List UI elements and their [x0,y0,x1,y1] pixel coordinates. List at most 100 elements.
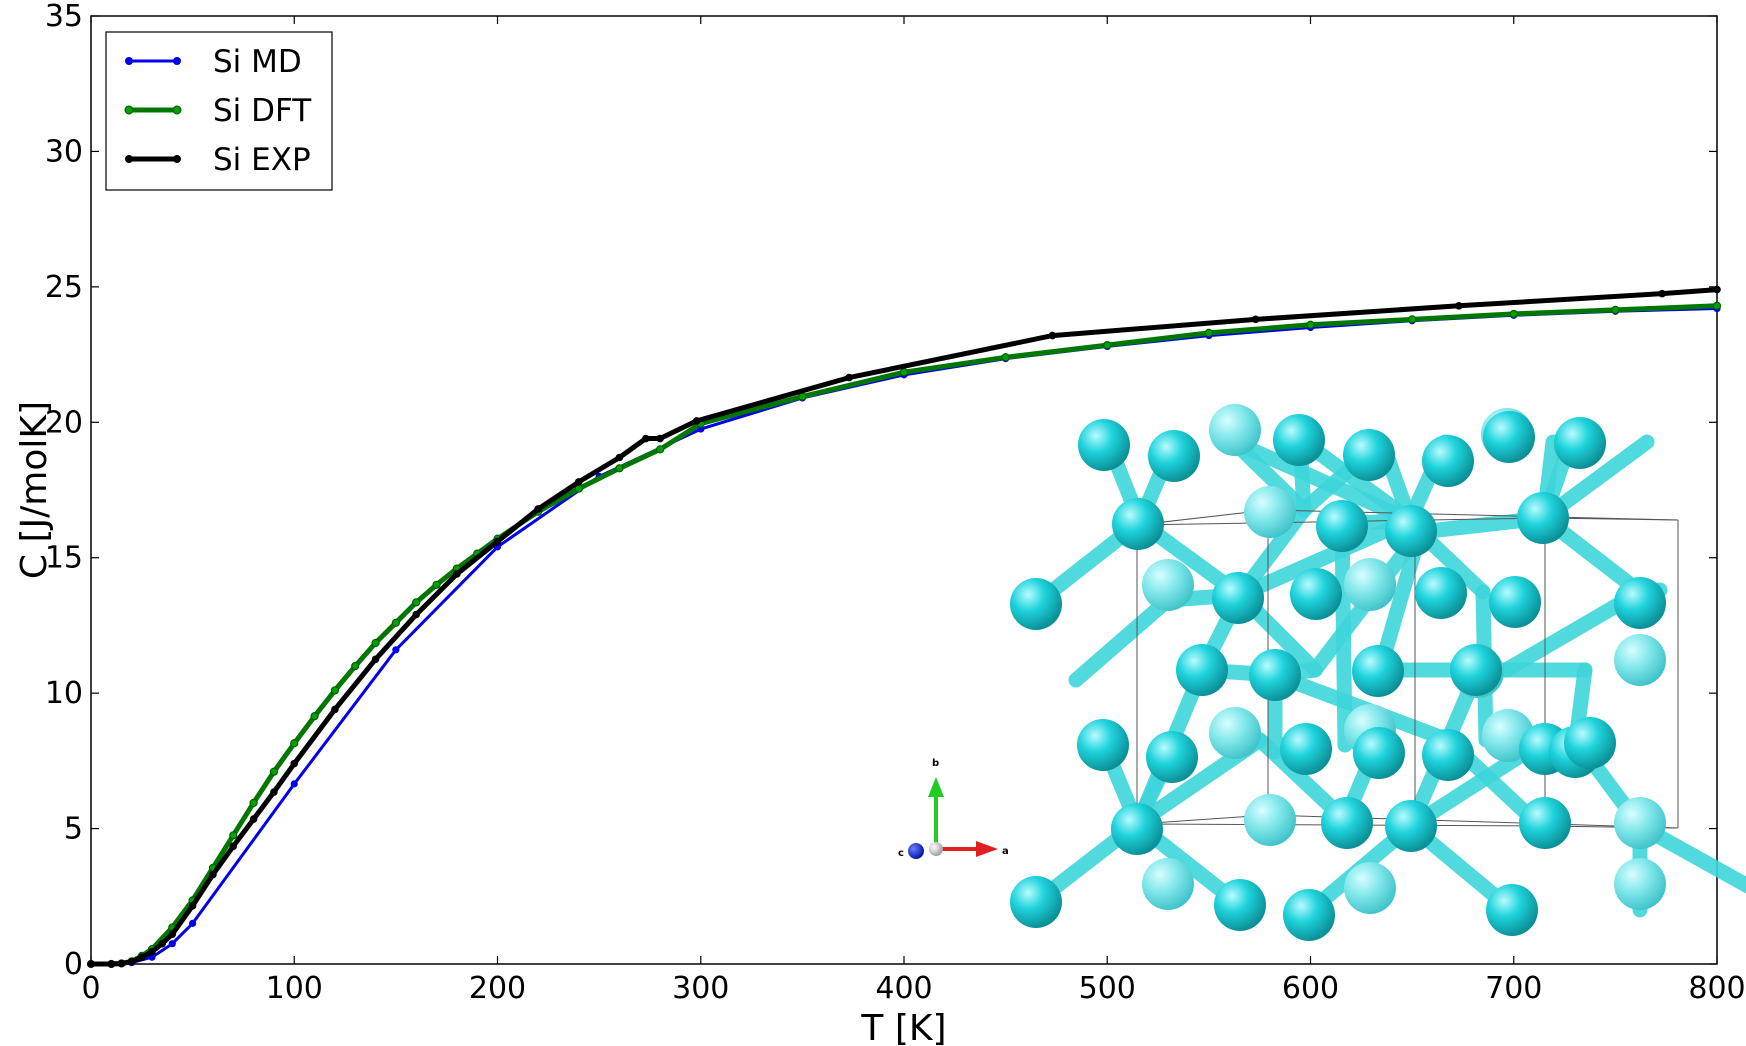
crystal-atom [1483,411,1535,463]
legend-marker-si-exp-start [125,155,133,163]
crystal-atom-back [1344,862,1396,914]
data-point-si-dft [269,767,279,776]
data-point-si-dft [615,464,624,473]
crystal-atom [1290,568,1342,620]
data-point-si-exp [249,815,258,823]
data-point-si-dft [391,618,400,627]
crystal-atom [1353,727,1405,779]
series-si-md [87,304,1721,968]
data-point-si-dft [249,798,258,807]
data-point-si-exp [615,453,624,462]
crystal-bond [1068,592,1176,688]
axis-label-b: b [932,758,939,769]
data-point-si-exp [1455,302,1463,310]
data-point-si-exp [656,434,664,443]
legend-item-si-exp: Si EXP [125,142,311,178]
data-point-si-exp [845,373,853,382]
crystal-atom [1486,884,1538,936]
crystal-atom-back [1142,858,1194,910]
data-point-si-dft [1204,328,1213,338]
data-point-si-dft [1306,320,1315,329]
axis-origin [929,842,943,856]
data-point-si-dft [330,686,339,695]
data-point-si-exp [138,953,146,962]
series-line-si-exp [91,287,1718,967]
data-point-si-md [392,646,400,654]
crystal-atom-back [1614,797,1666,849]
series-line-si-md [91,307,1718,966]
crystal-atom-back [1209,404,1261,456]
crystal-bond [1334,516,1353,753]
crystal-atom [1212,572,1264,624]
legend-item-si-dft: Si DFT [124,93,312,129]
legend-label-si-dft: Si DFT [213,93,312,129]
crystal-atom-back [1614,858,1666,910]
data-point-si-exp [158,939,166,948]
data-point-si-exp [148,948,156,956]
data-point-si-dft [371,638,380,648]
data-point-si-exp [188,901,197,910]
crystal-atom-back [1614,634,1666,686]
data-point-si-md [290,780,298,788]
data-point-si-exp [1048,331,1057,340]
data-point-si-dft [432,580,441,589]
crystal-atom [1385,505,1437,557]
data-point-si-dft [899,368,909,377]
crystal-atom [1519,797,1571,849]
crystal-atom [1517,492,1569,544]
y-axis-title: C [J/molK] [14,401,55,579]
crystal-bond [1632,818,1746,894]
crystal-atom [1148,430,1200,482]
crystal-atom [1385,800,1437,852]
legend-marker-si-dft-end [172,105,182,115]
crystal-atom [1112,498,1164,550]
silicon-crystal-structure-inset [1010,404,1746,941]
legend: Si MD Si DFT Si EXP [105,31,333,191]
data-point-si-exp [493,537,502,546]
data-point-si-dft [1611,305,1620,314]
data-point-si-exp [290,759,299,768]
crystal-atom [1422,729,1474,781]
x-tick-label: 300 [672,971,729,1006]
y-tick-label: 5 [64,812,83,847]
data-point-si-exp [229,842,238,850]
data-point-si-dft [656,445,665,454]
crystal-atom [1146,731,1198,783]
crystal-atom [1422,435,1474,487]
series-si-exp [87,285,1721,968]
axis-label-c: c [898,848,904,859]
data-point-si-exp [642,434,650,443]
crystal-atom [1280,723,1332,775]
crystal-atom [1343,429,1395,481]
data-point-si-dft [351,661,360,671]
x-tick-label: 800 [1688,971,1745,1006]
series-layer [86,285,1722,969]
data-point-si-exp [270,788,278,796]
x-tick-label: 400 [875,971,932,1006]
data-point-si-exp [371,655,380,664]
y-tick-label: 15 [45,541,83,576]
data-point-si-exp [453,570,461,578]
y-tick-label: 0 [64,947,83,982]
crystal-atom-back [1344,559,1396,611]
crystal-atom [1078,419,1130,471]
axis-ball-c [908,843,924,859]
crystal-atom [1415,567,1467,619]
data-point-si-exp [209,870,217,879]
axis-arrowhead-a [976,841,998,857]
data-point-si-exp [107,960,116,968]
data-point-si-exp [692,417,701,425]
data-point-si-exp [1658,289,1666,298]
data-point-si-exp [168,930,177,939]
crystal-atom [1614,577,1666,629]
y-tick-label: 30 [45,134,83,169]
legend-item-si-md: Si MD [125,44,302,80]
data-point-si-dft [1408,315,1417,324]
crystal-atom [1273,414,1325,466]
legend-label-si-exp: Si EXP [213,142,311,178]
data-point-si-exp [117,959,126,968]
crystal-atom [1111,803,1163,855]
legend-marker-si-md-end [173,57,181,65]
series-si-dft [86,301,1722,969]
x-tick-label: 200 [469,971,526,1006]
